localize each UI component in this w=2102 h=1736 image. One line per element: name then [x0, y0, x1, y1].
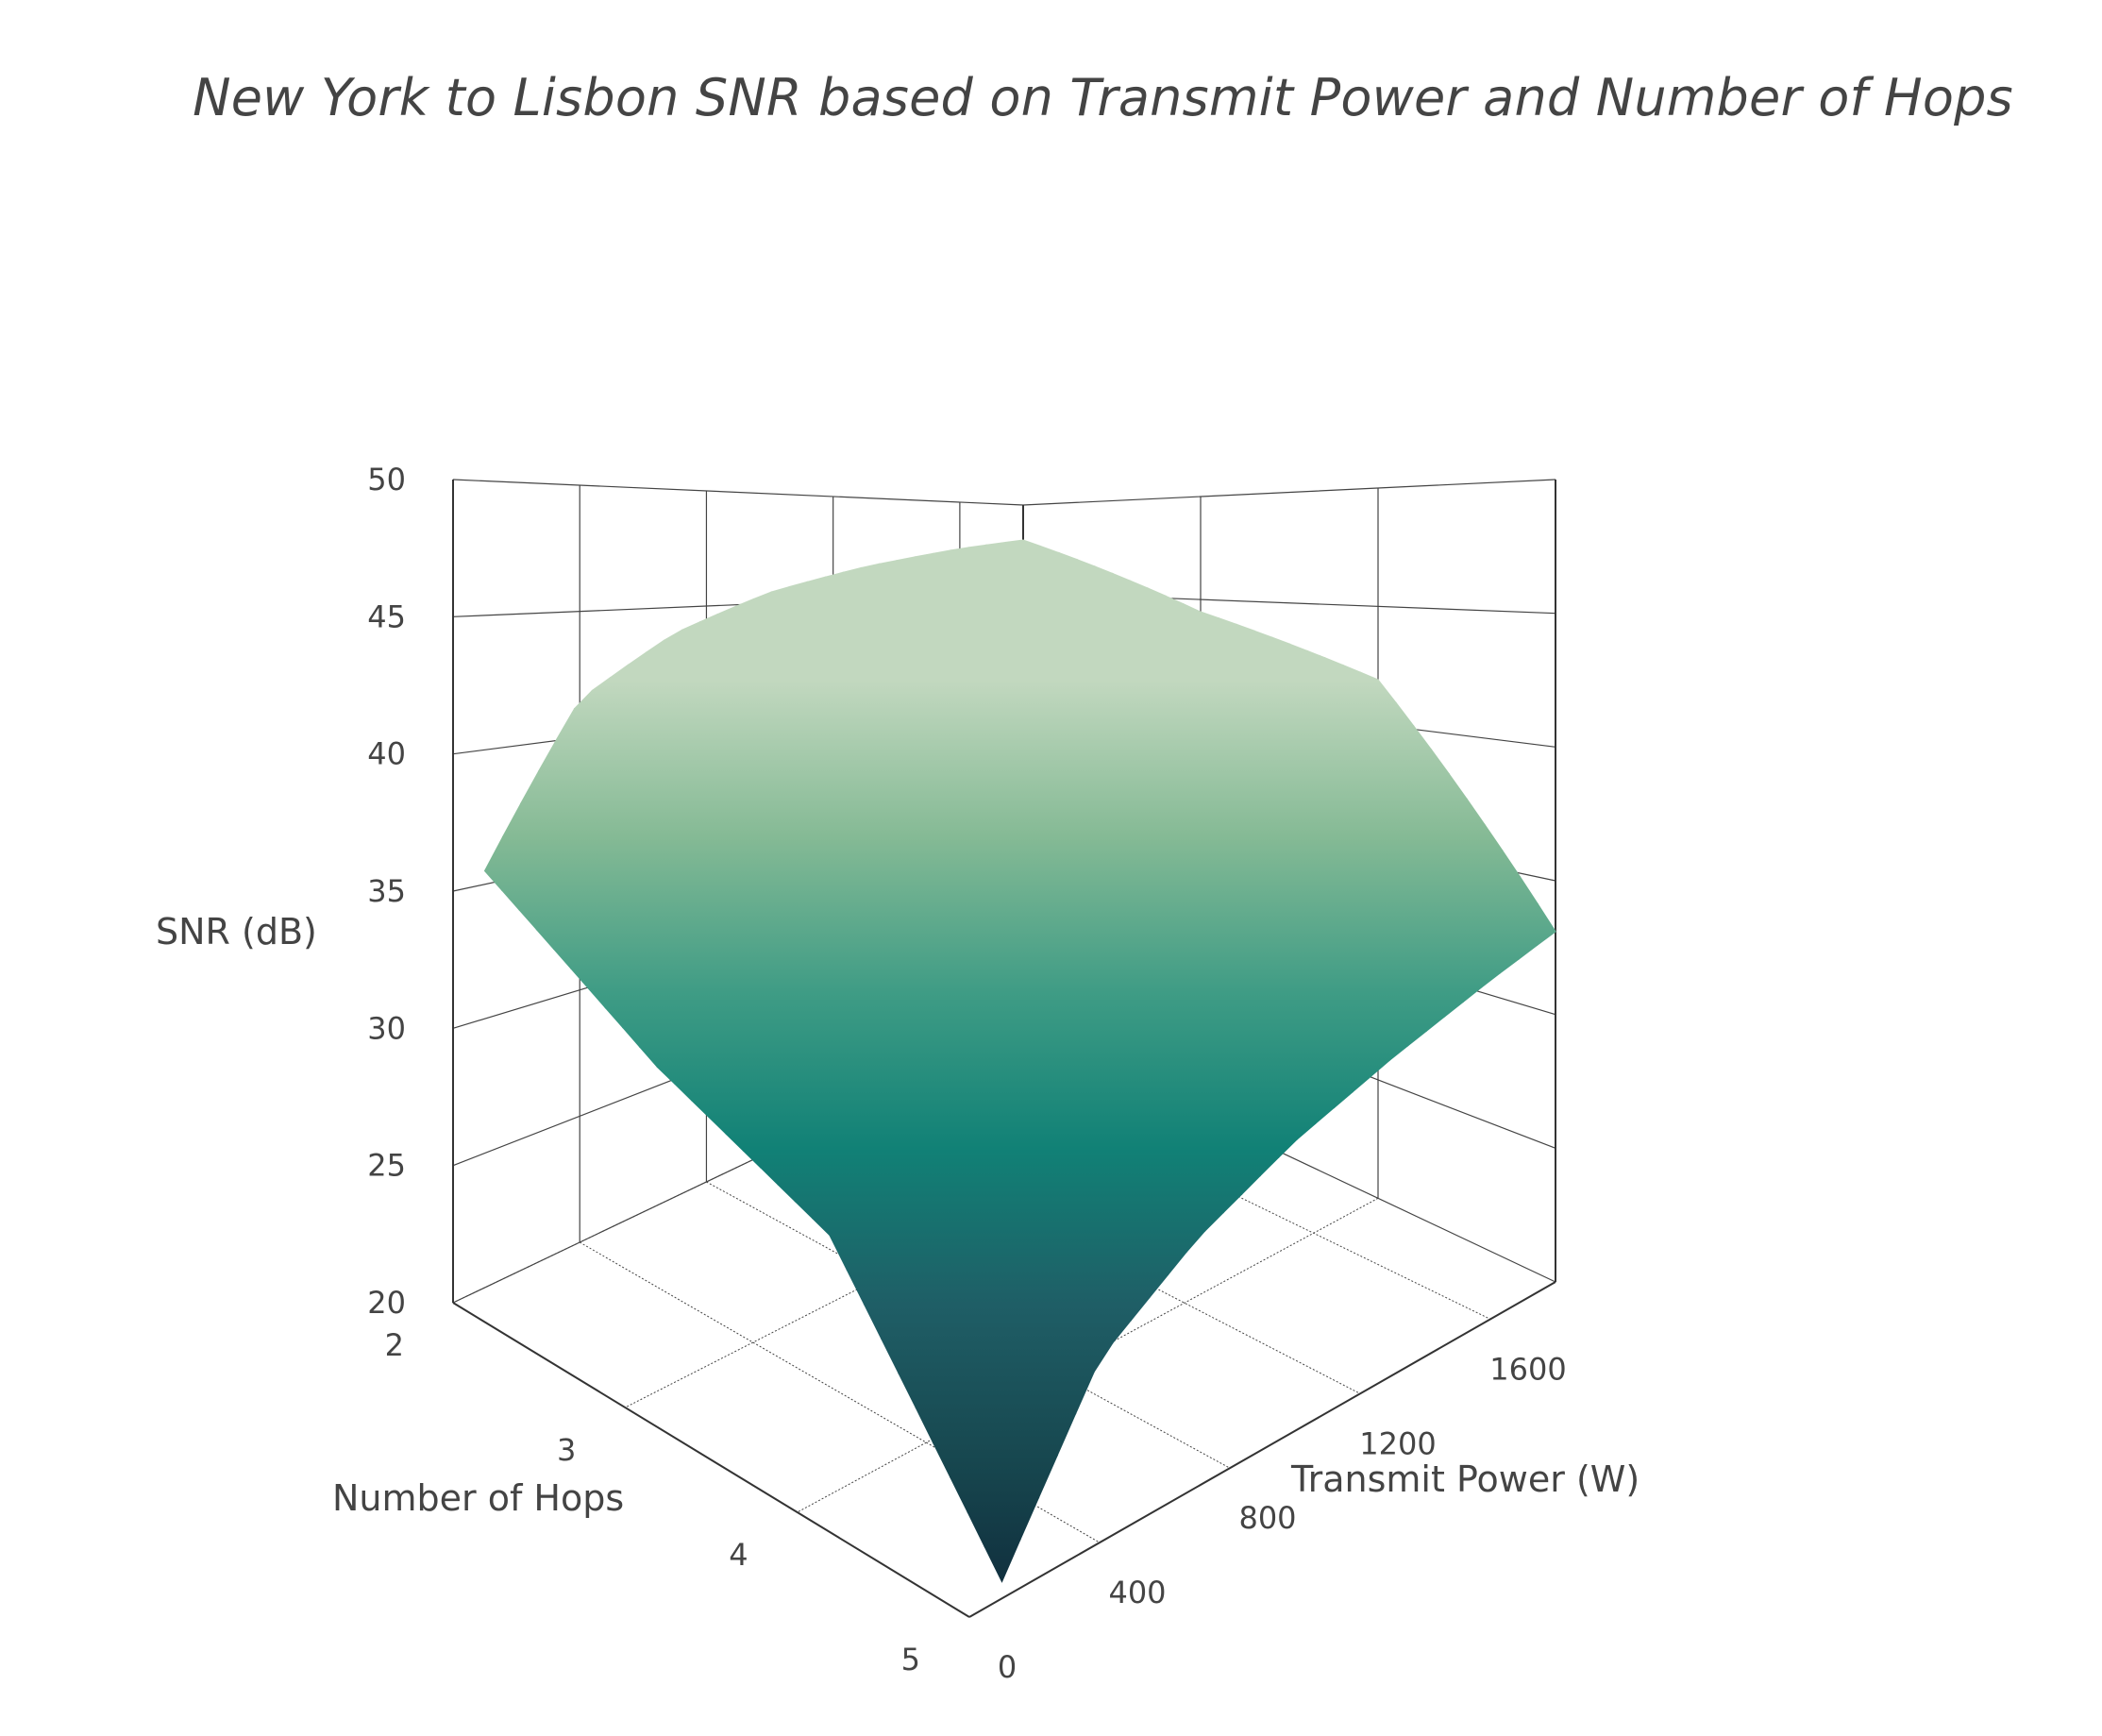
z-gridline — [452, 479, 1556, 506]
y-tick-label: 3 — [557, 1432, 576, 1468]
z-tick-label: 40 — [367, 736, 406, 772]
z-axis-title: SNR (dB) — [156, 911, 317, 952]
x-tick-label: 1600 — [1489, 1351, 1566, 1387]
y-tick-label: 5 — [901, 1642, 920, 1677]
z-tick-label: 25 — [367, 1148, 406, 1184]
y-floor-gridline — [452, 1030, 1024, 1304]
x-tick-label: 400 — [1108, 1575, 1166, 1610]
x-tick-label: 1200 — [1359, 1425, 1436, 1461]
z-tick-label: 45 — [367, 598, 406, 634]
snr-surface — [483, 539, 1556, 1583]
x-tick-label: 800 — [1238, 1500, 1296, 1536]
x-tick-label: 0 — [998, 1649, 1017, 1685]
z-tick-label: 50 — [367, 462, 406, 497]
surface-patch — [984, 1503, 1021, 1583]
y-tick-label: 2 — [385, 1327, 404, 1363]
y-axis-title: Number of Hops — [332, 1477, 624, 1519]
z-tick-label: 35 — [367, 873, 406, 909]
box-edge — [452, 1302, 970, 1618]
z-tick-label: 30 — [367, 1010, 406, 1046]
chart-title: New York to Lisbon SNR based on Transmit… — [193, 68, 2013, 127]
z-tick-label: 20 — [367, 1285, 406, 1321]
y-tick-label: 4 — [729, 1537, 748, 1573]
box-edge — [968, 1281, 1556, 1618]
x-axis-title: Transmit Power (W) — [1290, 1458, 1640, 1500]
